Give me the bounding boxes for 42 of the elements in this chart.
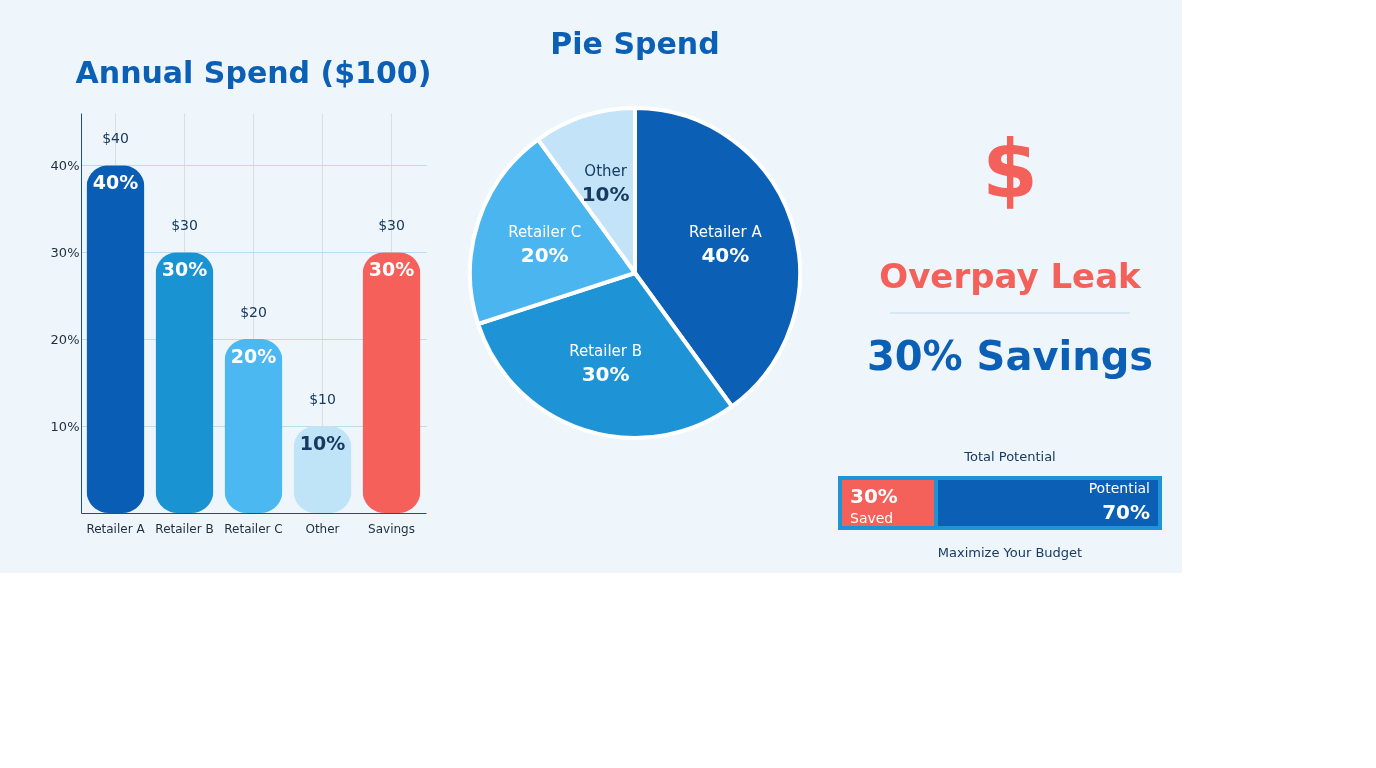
slice-label: Other: [584, 161, 628, 180]
x-tick-label: Other: [305, 521, 340, 536]
data-label: 40%: [92, 171, 139, 194]
series-label: Potential: [1088, 480, 1150, 496]
data-label: 10%: [299, 432, 346, 455]
data-label: 30%: [850, 484, 898, 508]
data-label: 30%: [368, 258, 415, 281]
y-tick-label: 20%: [50, 331, 80, 347]
x-tick-label: Retailer C: [224, 521, 283, 536]
data-label: 20%: [520, 242, 569, 267]
annotation: $30: [171, 217, 198, 234]
slice-label: Retailer C: [508, 222, 582, 241]
series-label: Saved: [850, 510, 894, 526]
text: $: [982, 123, 1038, 216]
slice-label: Retailer A: [688, 222, 763, 241]
x-tick-label: Retailer B: [155, 521, 214, 536]
data-label: 30%: [581, 362, 630, 387]
y-tick-label: 40%: [50, 157, 80, 173]
annotation: $20: [240, 304, 267, 321]
bar: [86, 165, 145, 513]
annotation: $30: [378, 217, 405, 234]
text: Maximize Your Budget: [937, 545, 1083, 560]
text: 30% Savings: [866, 333, 1154, 379]
bar: [155, 252, 214, 513]
bar: [224, 339, 283, 513]
data-label: 10%: [581, 181, 630, 206]
slice-label: Retailer B: [569, 342, 643, 361]
x-tick-label: Retailer A: [86, 521, 146, 536]
text: Overpay Leak: [879, 256, 1143, 296]
annotation: $40: [102, 130, 129, 147]
text: Total Potential: [963, 449, 1056, 464]
y-tick-label: 30%: [50, 244, 80, 260]
chart-title: Pie Spend: [550, 26, 720, 61]
data-label: 20%: [230, 345, 277, 368]
bar: [362, 252, 421, 513]
x-tick-label: Savings: [368, 521, 415, 536]
annotation: $10: [309, 391, 336, 408]
data-label: 40%: [701, 242, 750, 267]
data-label: 30%: [161, 258, 208, 281]
y-tick-label: 10%: [50, 418, 80, 434]
chart-title: Annual Spend ($100): [75, 55, 432, 90]
data-label: 70%: [1102, 500, 1150, 524]
